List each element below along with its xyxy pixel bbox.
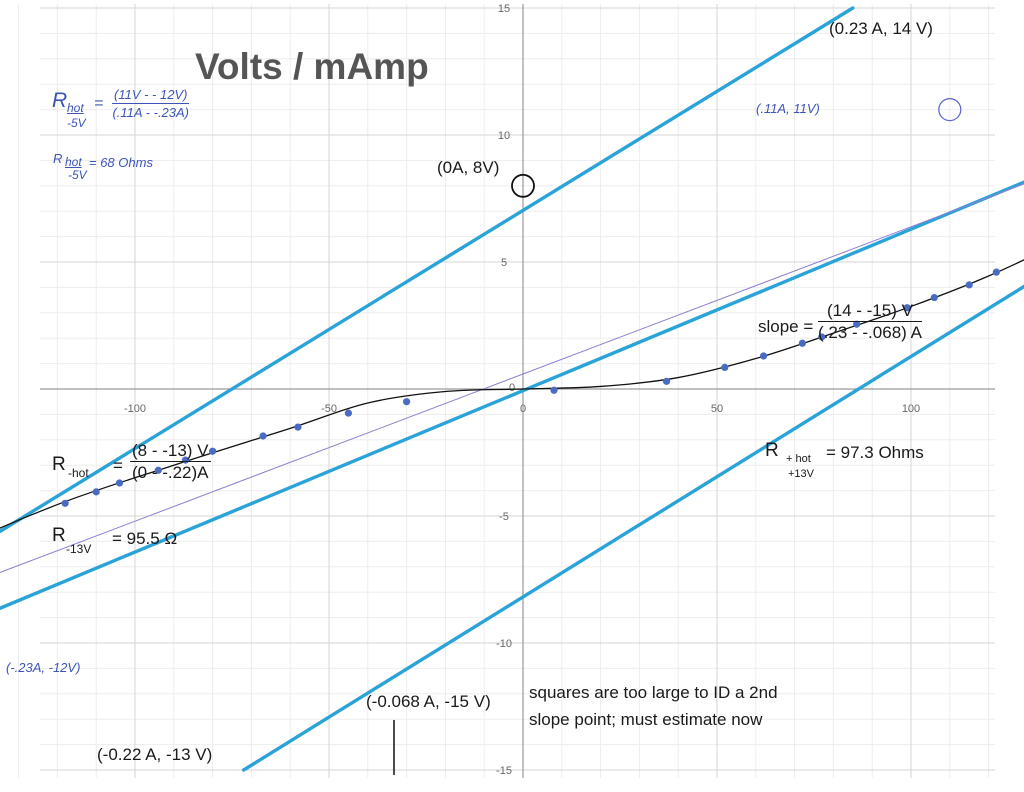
data-point: [294, 423, 302, 431]
chart-title: Volts / mAmp: [195, 46, 429, 87]
label-neg0068a-neg15v: (-0.068 A, -15 V): [366, 692, 491, 711]
fraction-denominator: (0 - -.22)A: [132, 463, 209, 482]
data-point: [154, 466, 162, 474]
label-neg022a-neg13v: (-0.22 A, -13 V): [97, 745, 213, 764]
fit-curve-path: [0, 259, 1024, 529]
r-neg-hot-sub: -hot: [68, 466, 89, 480]
data-point: [209, 447, 217, 455]
r-hot-neg5v-sub1: hot: [67, 101, 84, 115]
r-pos-hot-value: = 97.3 Ohms: [826, 443, 924, 462]
data-point: [92, 488, 100, 496]
fraction-numerator: (14 - -15) V: [818, 302, 922, 322]
y-tick-label: 0: [509, 382, 515, 394]
data-point: [903, 304, 911, 312]
r-hot-neg5v-formula: R: [52, 90, 67, 111]
r-hot-neg5v-eq: =: [94, 95, 104, 112]
r-hot-neg5v-fraction: (11V - - 12V) (.11A - -.23A): [112, 87, 190, 120]
data-point: [798, 339, 806, 347]
x-tick-label: -50: [321, 403, 337, 415]
y-tick-label: -10: [496, 638, 512, 650]
slope-label: slope =: [758, 317, 814, 336]
data-point: [721, 363, 729, 372]
r-hot-neg5v-result-sub2: -5V: [68, 168, 87, 182]
x-tick-label: 0: [520, 403, 526, 415]
tangent-line: [0, 6, 855, 534]
r-neg13v-value: = 95.5 Ω: [112, 529, 178, 548]
note-line-1: squares are too large to ID a 2nd: [529, 683, 778, 702]
r-hot-neg5v-result-symbol: R: [53, 151, 63, 166]
y-tick-label: -15: [496, 765, 512, 777]
label-023a-14v: (0.23 A, 14 V): [829, 19, 933, 38]
r-pos-hot-sup: + hot: [786, 453, 811, 465]
data-point: [930, 293, 938, 302]
fit-curve: [0, 259, 1024, 529]
y-tick-label: 5: [501, 257, 507, 269]
tangent-line: [241, 284, 1024, 772]
label-0a-8v: (0A, 8V): [437, 158, 500, 177]
data-point: [759, 352, 768, 360]
label-neg023a-neg12v: (-.23A, -12V): [6, 660, 81, 675]
data-point: [344, 409, 352, 417]
r-hot-neg5v-result: = 68 Ohms: [89, 155, 153, 170]
y-tick-label: 15: [498, 3, 510, 15]
data-point: [403, 398, 411, 406]
slope-fraction: (14 - -15) V (.23 - -.068) A: [818, 302, 922, 341]
fraction-denominator: (.11A - -.23A): [112, 105, 190, 120]
data-point: [965, 281, 973, 289]
fraction-numerator: (11V - - 12V): [112, 87, 190, 104]
r-symbol: R: [52, 89, 68, 112]
data-point: [818, 333, 826, 341]
r-pos-hot-sub: +13V: [788, 468, 814, 480]
y-tick-label: 10: [498, 130, 510, 142]
note-line-2: slope point; must estimate now: [529, 710, 763, 729]
data-point: [550, 386, 558, 394]
r-neg13v-symbol: R: [52, 525, 66, 546]
fraction-denominator: (.23 - -.068) A: [818, 323, 922, 342]
axes: [40, 4, 995, 778]
fraction-numerator: (8 - -13) V: [130, 441, 211, 462]
x-tick-label: -100: [124, 403, 146, 415]
y-tick-label: -5: [499, 511, 509, 523]
data-points: [61, 268, 1000, 507]
x-tick-label: 50: [711, 403, 723, 415]
tick-labels: -250-200-150-100-50050100150200-15-10-50…: [124, 3, 920, 777]
x-tick-label: 100: [902, 403, 920, 415]
r-hot-neg5v-result-sub1: hot: [65, 155, 82, 169]
data-point: [662, 377, 671, 385]
r-pos-hot-symbol: R: [765, 440, 779, 461]
marker-circle: [938, 97, 962, 122]
data-point: [853, 320, 861, 328]
data-point: [259, 432, 267, 440]
r-hot-neg5v-sub2: -5V: [67, 116, 86, 130]
marker-circles: [511, 97, 962, 198]
data-point: [61, 499, 69, 507]
marker-circle: [511, 173, 535, 198]
label-011a-11v: (.11A, 11V): [756, 101, 820, 116]
data-point: [992, 268, 1000, 276]
r-neg-hot-symbol: R: [52, 454, 66, 475]
secant-line: [0, 183, 1024, 573]
r-neg13v-sub: -13V: [66, 542, 92, 556]
r-neg-hot-fraction: (8 - -13) V (0 - -.22)A: [130, 442, 211, 481]
data-point: [115, 479, 124, 487]
r-neg-hot-eq: =: [113, 456, 123, 475]
